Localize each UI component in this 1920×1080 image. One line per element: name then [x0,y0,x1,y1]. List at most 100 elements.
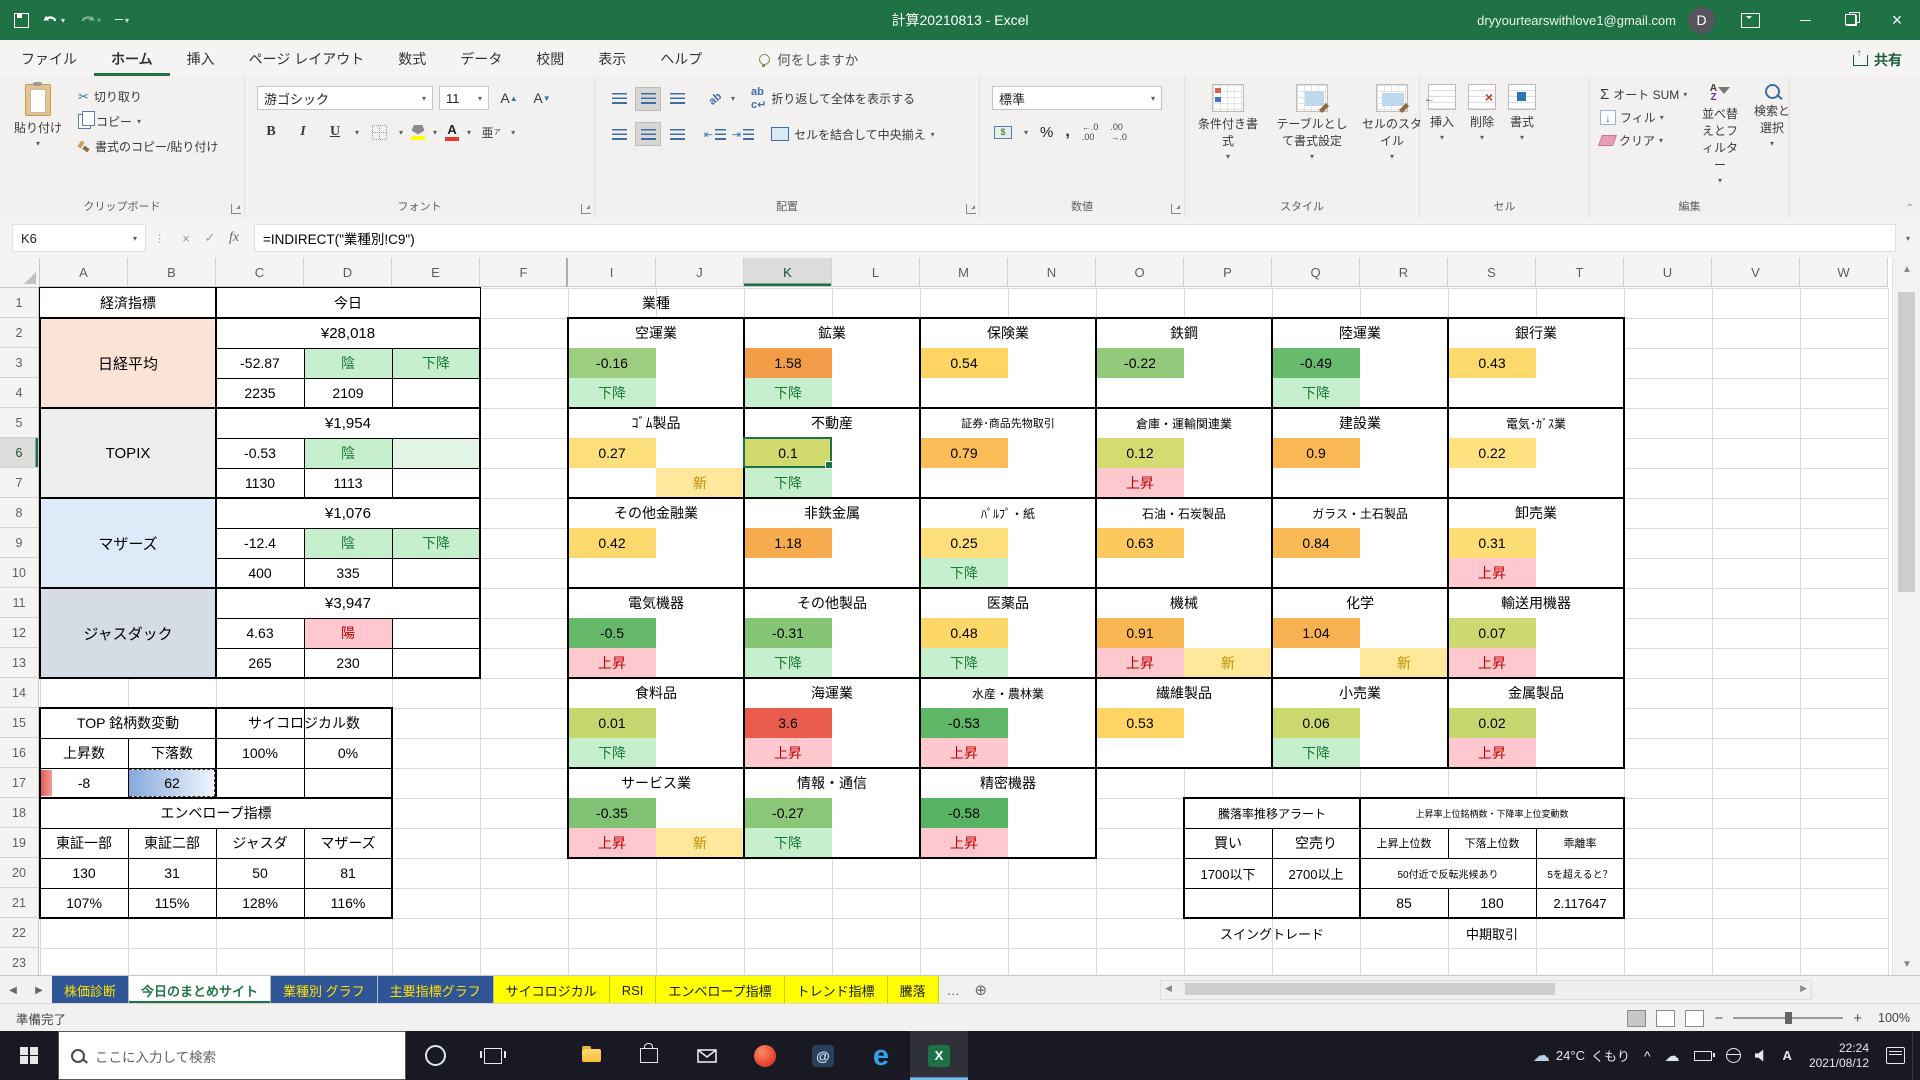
cell-Q20[interactable]: 2700以上 [1288,866,1344,882]
cell-M5[interactable]: 証券･商品先物取引 [961,418,1055,430]
cell-A8[interactable]: マザーズ [40,498,216,588]
format-cells-button[interactable]: 書式 ▾ [1508,84,1536,142]
row-header-3[interactable]: 3 [0,348,39,378]
redo-button[interactable]: ▾ [79,13,101,27]
fill-color-button[interactable] [411,124,426,140]
cell-K14[interactable]: 海運業 [811,685,853,701]
cell-O5[interactable]: 倉庫・運輸関連業 [1135,416,1232,431]
tray-expand-button[interactable]: ^ [1643,1047,1651,1064]
share-button[interactable]: 共有 [1853,48,1902,70]
cell-M2[interactable]: 保険業 [987,325,1029,341]
cell-K9[interactable]: 1.18 [744,528,832,558]
cell-K3[interactable]: 1.58 [744,348,832,378]
taskbar-search-input[interactable]: ここに入力して検索 [58,1031,406,1080]
cell-I13[interactable]: 上昇 [568,648,656,678]
page-layout-view-button[interactable] [1656,1009,1676,1027]
align-bottom-button[interactable] [665,88,689,110]
cell-Q19[interactable]: 空売り [1295,835,1337,851]
decrease-decimal-button[interactable]: .00 →.0 [1110,122,1127,142]
cell-Q8[interactable]: ガラス・土石製品 [1312,506,1408,521]
cell-E3[interactable]: 下降 [392,348,480,378]
align-top-button[interactable] [607,88,631,110]
cell-M14[interactable]: 水産・農林業 [971,686,1044,701]
cell-D10[interactable]: 335 [336,565,360,581]
row-header-19[interactable]: 19 [0,828,39,858]
wrap-text-button[interactable]: ab c↵ 折り返して全体を表示する [751,86,916,111]
cell-M8[interactable]: ﾊﾟﾙﾌﾟ・紙 [980,506,1035,521]
cell-D13[interactable]: 230 [336,655,360,671]
row-header-11[interactable]: 11 [0,588,39,618]
cell-Q6[interactable]: 0.9 [1272,438,1360,468]
network-icon[interactable] [1719,1048,1748,1063]
row-header-12[interactable]: 12 [0,618,39,648]
cell-K18[interactable]: -0.27 [744,798,832,828]
cell-T21[interactable]: 2.117647 [1553,895,1607,911]
cell-K2[interactable]: 鉱業 [818,325,846,341]
cell-Q14[interactable]: 小売業 [1339,685,1381,701]
cell-I15[interactable]: 0.01 [568,708,656,738]
underline-button[interactable]: U [329,124,341,139]
cortana-button[interactable] [406,1031,464,1080]
cell-O11[interactable]: 機械 [1170,595,1198,611]
merge-center-button[interactable]: セルを結合して中央揃え ▾ [771,126,935,143]
cell-M12[interactable]: 0.48 [920,618,1008,648]
cell-S16[interactable]: 上昇 [1448,738,1536,768]
cell-S5[interactable]: 電気･ｶﾞｽ業 [1505,416,1566,431]
format-painter-button[interactable]: 書式のコピー/貼り付け [78,138,218,155]
cell-M11[interactable]: 医薬品 [987,595,1029,611]
cell-J19[interactable]: 新 [656,828,744,858]
taskbar-app-at-app[interactable]: @ [794,1031,852,1080]
cell-C16[interactable]: 100% [242,745,278,761]
vertical-scroll-thumb[interactable] [1898,292,1915,592]
tab-scroll-left[interactable]: ◀ [9,984,17,996]
cell-A17[interactable]: -8 [40,768,128,798]
cell-C21[interactable]: 128% [242,895,278,911]
sheet-tab-RSI[interactable]: RSI [609,976,657,1004]
row-header-15[interactable]: 15 [0,708,39,738]
cell-R19[interactable]: 上昇上位数 [1376,838,1432,850]
increase-indent-button[interactable]: ⇥ [731,123,755,145]
cell-B16[interactable]: 下落数 [151,745,193,761]
horizontal-scroll-thumb[interactable] [1185,983,1555,995]
cell-S10[interactable]: 上昇 [1448,558,1536,588]
cell-A21[interactable]: 107% [66,895,102,911]
cell-P13[interactable]: 新 [1184,648,1272,678]
cell-D3[interactable]: 陰 [304,348,392,378]
sheet-tab-主要指標グラフ[interactable]: 主要指標グラフ [377,976,494,1004]
format-as-table-button[interactable]: テーブルとして書式設定 ▾ [1271,84,1353,161]
row-header-14[interactable]: 14 [0,678,39,708]
cell-M6[interactable]: 0.79 [920,438,1008,468]
row-header-16[interactable]: 16 [0,738,39,768]
cut-button[interactable]: ✂ 切り取り [78,88,142,105]
taskbar-app-browser-orange[interactable] [736,1031,794,1080]
cell-K5[interactable]: 不動産 [811,415,853,431]
cell-K7[interactable]: 下降 [744,468,832,498]
cell-C5[interactable]: ¥1,954 [325,414,371,432]
name-box[interactable]: K6 ▾ [12,224,146,252]
cell-O14[interactable]: 繊維製品 [1156,685,1212,701]
cell-D6[interactable]: 陰 [304,438,392,468]
taskbar-app-microsoft-store[interactable] [620,1031,678,1080]
cell-M17[interactable]: 精密機器 [980,775,1036,791]
dialog-launcher[interactable] [966,204,976,214]
cell-C4[interactable]: 2235 [244,385,276,401]
cell-O13[interactable]: 上昇 [1096,648,1184,678]
confirm-entry-button[interactable]: ✓ [204,230,216,245]
cell-I16[interactable]: 下降 [568,738,656,768]
cell-C1[interactable]: 今日 [334,295,362,311]
cell-A5[interactable]: TOPIX [40,408,216,498]
col-header-W[interactable]: W [1800,258,1888,287]
cell-D12[interactable]: 陽 [304,618,392,648]
menu-tab-ホーム[interactable]: ホーム [94,41,170,76]
cell-I2[interactable]: 空運業 [635,325,677,341]
cell-S19[interactable]: 下落上位数 [1464,838,1520,850]
decrease-indent-button[interactable]: ⇤ [703,123,727,145]
cell-K11[interactable]: その他製品 [797,595,867,611]
cell-M16[interactable]: 上昇 [920,738,1008,768]
taskbar-clock[interactable]: 22:24 2021/08/12 [1799,1041,1879,1071]
comma-format-button[interactable]: , [1065,123,1070,140]
cell-C19[interactable]: ジャスダ [232,835,288,851]
cell-Q16[interactable]: 下降 [1272,738,1360,768]
font-color-button[interactable]: A [445,123,460,141]
cell-A2[interactable]: 日経平均 [40,318,216,408]
